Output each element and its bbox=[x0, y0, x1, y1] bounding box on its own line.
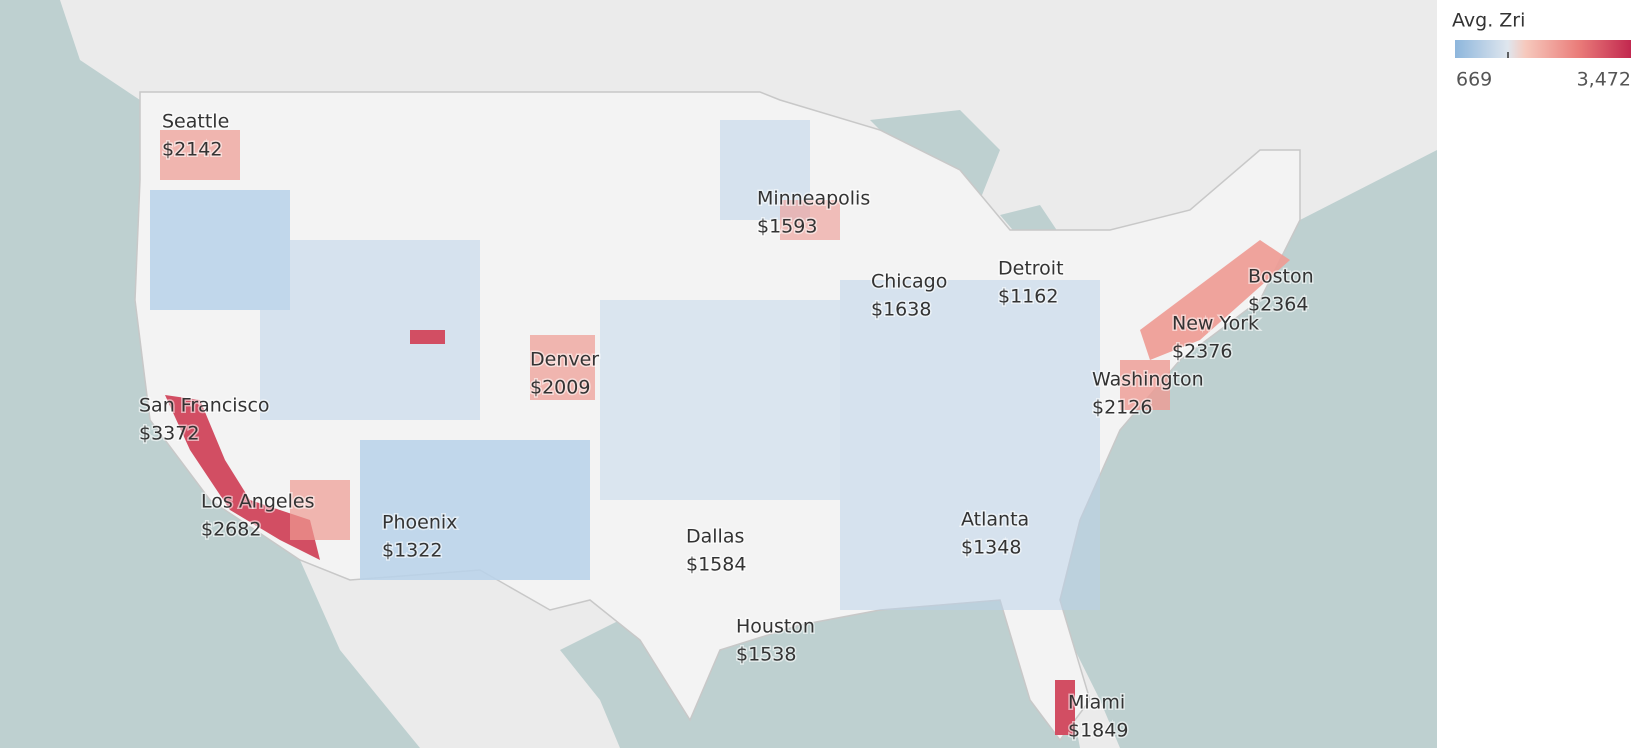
region bbox=[840, 280, 1100, 610]
city-rent: $1322 bbox=[382, 540, 442, 562]
basemap bbox=[0, 0, 1437, 748]
city-rent: $3372 bbox=[139, 423, 199, 445]
city-rent: $1538 bbox=[736, 644, 796, 666]
area bbox=[165, 395, 320, 560]
high-rent-areas bbox=[160, 130, 1290, 735]
legend-title: Avg. Zri bbox=[1452, 10, 1525, 32]
region bbox=[260, 240, 480, 420]
city-rent: $1348 bbox=[961, 537, 1021, 559]
city-name: San Francisco bbox=[139, 395, 270, 417]
area bbox=[1120, 360, 1170, 410]
legend-gradient bbox=[1455, 40, 1631, 58]
city-rent: $1638 bbox=[871, 299, 931, 321]
pacific-ocean bbox=[0, 0, 420, 748]
city-rent: $2142 bbox=[162, 139, 222, 161]
legend-max: 3,472 bbox=[1577, 69, 1631, 91]
city-rent: $2376 bbox=[1172, 341, 1232, 363]
city-rent: $1584 bbox=[686, 554, 746, 576]
city-name: Chicago bbox=[871, 271, 947, 293]
city-rent: $2009 bbox=[530, 377, 590, 399]
area bbox=[160, 130, 240, 180]
region bbox=[600, 300, 840, 500]
city-name: Denver bbox=[530, 349, 599, 371]
atlantic-ocean bbox=[1050, 150, 1437, 748]
legend-min: 669 bbox=[1456, 69, 1492, 91]
city-rent: $2682 bbox=[201, 519, 261, 541]
city-name: Dallas bbox=[686, 526, 744, 548]
city-labels: Seattle $2142 San Francisco $3372 Los Angele… bbox=[138, 109, 1316, 743]
region-shading bbox=[150, 120, 1100, 610]
city-rent: $1849 bbox=[1068, 720, 1128, 742]
city-name: Seattle bbox=[162, 111, 229, 133]
city-rent: $1593 bbox=[757, 216, 817, 238]
city-name: Los Angeles bbox=[201, 491, 314, 513]
area bbox=[1055, 680, 1075, 735]
area bbox=[410, 330, 445, 344]
region bbox=[360, 440, 590, 580]
area bbox=[1140, 240, 1290, 360]
city-name: Detroit bbox=[998, 258, 1064, 280]
city-rent: $1162 bbox=[998, 286, 1058, 308]
city-name: New York bbox=[1172, 313, 1259, 335]
city-name: Phoenix bbox=[382, 512, 457, 534]
city-name: Houston bbox=[736, 616, 815, 638]
city-rent: $2126 bbox=[1092, 397, 1152, 419]
city-name: Minneapolis bbox=[757, 188, 870, 210]
city-name: Miami bbox=[1068, 692, 1125, 714]
area bbox=[530, 335, 595, 400]
city-name: Atlanta bbox=[961, 509, 1029, 531]
area bbox=[290, 480, 350, 540]
area bbox=[780, 200, 840, 240]
city-rent: $2364 bbox=[1248, 294, 1308, 316]
legend: Avg. Zri 669 3,472 bbox=[1452, 10, 1631, 91]
city-name: Boston bbox=[1248, 266, 1314, 288]
city-name: Washington bbox=[1092, 369, 1204, 391]
